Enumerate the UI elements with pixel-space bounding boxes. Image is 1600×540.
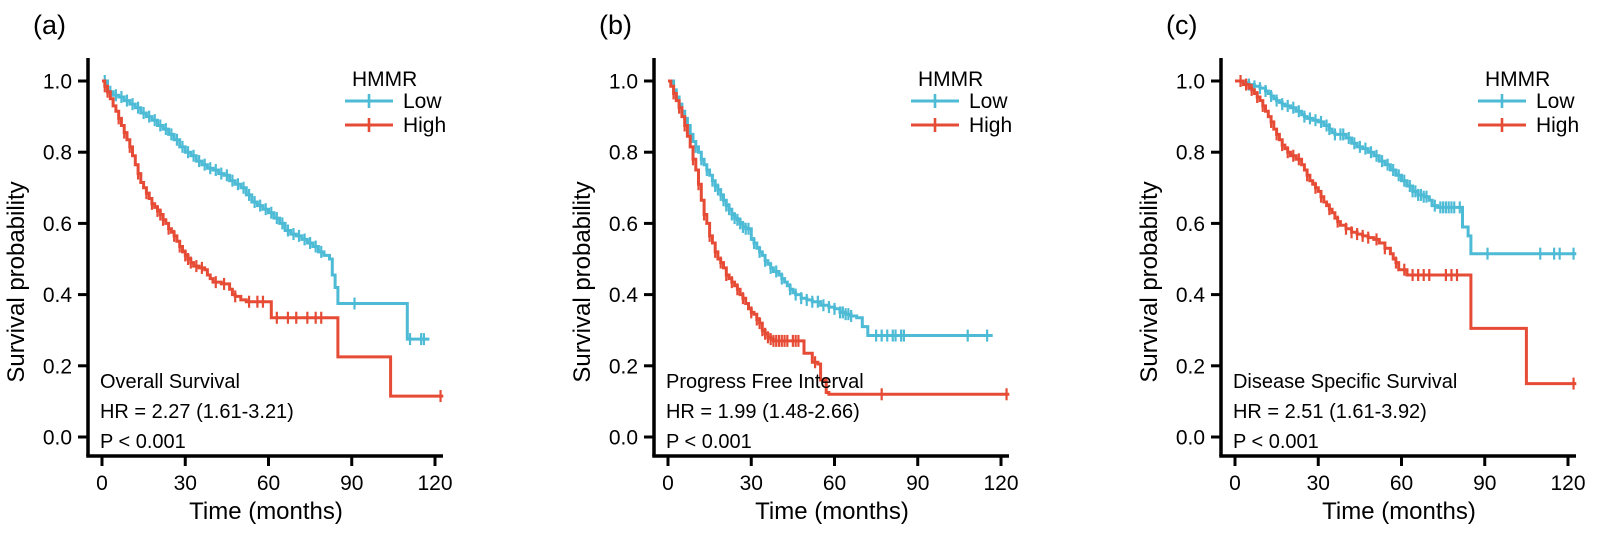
y-tick-label-0.4: 0.4 bbox=[609, 284, 639, 307]
p-value-text: P < 0.001 bbox=[666, 431, 752, 453]
x-tick-label-120: 120 bbox=[984, 472, 1019, 495]
y-axis-title: Survival probability bbox=[1136, 181, 1163, 382]
high-censor-marks bbox=[103, 80, 442, 403]
panel-b: (b) 0.0 0.2 0.4 0.6 0.8 1.0 0 30 60 90 120 Time (mon… bbox=[533, 0, 1066, 540]
legend-label-high: High bbox=[969, 114, 1012, 137]
low-curve bbox=[101, 79, 430, 341]
legend-title: HMMR bbox=[352, 68, 417, 91]
p-value-text: P < 0.001 bbox=[100, 431, 186, 453]
x-tick-label-0: 0 bbox=[96, 472, 108, 495]
y-tick-label-0.8: 0.8 bbox=[43, 142, 72, 165]
y-tick-label-0.4: 0.4 bbox=[1175, 284, 1205, 307]
survival-plot-c: (c) 0.0 0.2 0.4 0.6 0.8 1.0 0 30 60 90 120 Time (mon… bbox=[1136, 10, 1586, 525]
legend-label-high: High bbox=[403, 114, 446, 137]
endpoint-label: Disease Specific Survival bbox=[1233, 371, 1457, 393]
x-tick-label-90: 90 bbox=[1473, 472, 1496, 495]
x-axis-title: Time (months) bbox=[755, 498, 909, 525]
panel-label: (a) bbox=[33, 10, 66, 40]
y-axis-title: Survival probability bbox=[3, 181, 30, 382]
x-tick-label-30: 30 bbox=[174, 472, 197, 495]
legend-title: HMMR bbox=[1485, 68, 1550, 91]
low-censor-marks bbox=[103, 75, 425, 346]
x-axis-title: Time (months) bbox=[189, 498, 343, 525]
y-tick-label-1.0: 1.0 bbox=[43, 71, 72, 94]
y-tick-label-0.0: 0.0 bbox=[1175, 426, 1204, 449]
low-censor-marks bbox=[681, 105, 989, 342]
low-curve bbox=[1234, 79, 1576, 256]
legend-label-low: Low bbox=[1536, 90, 1575, 113]
endpoint-label: Progress Free Interval bbox=[666, 371, 864, 393]
y-tick-label-0.6: 0.6 bbox=[43, 213, 72, 236]
panel-c: (c) 0.0 0.2 0.4 0.6 0.8 1.0 0 30 60 90 120 Time (mon… bbox=[1067, 0, 1600, 540]
high-censor-marks bbox=[1239, 75, 1575, 390]
y-tick-label-0.8: 0.8 bbox=[609, 142, 638, 165]
panel-label: (b) bbox=[599, 10, 632, 40]
high-curve bbox=[668, 79, 1010, 396]
low-curve bbox=[668, 79, 994, 337]
y-tick-label-0.2: 0.2 bbox=[43, 355, 72, 378]
x-tick-label-60: 60 bbox=[1389, 472, 1412, 495]
y-tick-label-0.0: 0.0 bbox=[43, 426, 72, 449]
panel-a: (a) 0.0 0.2 0.4 0.6 0.8 1.0 0 30 60 90 120 Time (mon… bbox=[0, 0, 533, 540]
y-tick-label-0.8: 0.8 bbox=[1175, 142, 1204, 165]
survival-plot-b: (b) 0.0 0.2 0.4 0.6 0.8 1.0 0 30 60 90 120 Time (mon… bbox=[569, 10, 1019, 525]
y-tick-label-0.6: 0.6 bbox=[1175, 213, 1204, 236]
endpoint-label: Overall Survival bbox=[100, 371, 240, 393]
x-tick-label-0: 0 bbox=[1229, 472, 1241, 495]
y-tick-label-0.4: 0.4 bbox=[43, 284, 73, 307]
x-tick-label-30: 30 bbox=[740, 472, 763, 495]
high-censor-marks bbox=[672, 87, 1008, 401]
hazard-ratio-text: HR = 2.27 (1.61-3.21) bbox=[100, 401, 294, 423]
y-tick-label-0.0: 0.0 bbox=[609, 426, 638, 449]
legend-label-high: High bbox=[1536, 114, 1579, 137]
x-axis-title: Time (months) bbox=[1322, 498, 1476, 525]
legend-label-low: Low bbox=[969, 90, 1008, 113]
x-tick-label-120: 120 bbox=[417, 472, 452, 495]
low-censor-marks bbox=[1247, 78, 1575, 260]
x-tick-label-90: 90 bbox=[340, 472, 363, 495]
y-tick-label-0.2: 0.2 bbox=[609, 355, 638, 378]
x-tick-label-60: 60 bbox=[823, 472, 846, 495]
legend-title: HMMR bbox=[918, 68, 983, 91]
y-tick-label-1.0: 1.0 bbox=[1175, 71, 1204, 94]
x-tick-label-30: 30 bbox=[1306, 472, 1329, 495]
x-tick-label-90: 90 bbox=[906, 472, 929, 495]
y-tick-label-1.0: 1.0 bbox=[609, 71, 638, 94]
x-tick-label-60: 60 bbox=[257, 472, 280, 495]
x-tick-label-120: 120 bbox=[1550, 472, 1585, 495]
high-curve bbox=[101, 79, 444, 398]
p-value-text: P < 0.001 bbox=[1233, 431, 1319, 453]
panel-label: (c) bbox=[1166, 10, 1197, 40]
survival-plot-a: (a) 0.0 0.2 0.4 0.6 0.8 1.0 0 30 60 90 120 Time (mon… bbox=[3, 10, 453, 525]
legend-label-low: Low bbox=[403, 90, 442, 113]
y-tick-label-0.2: 0.2 bbox=[1175, 355, 1204, 378]
y-tick-label-0.6: 0.6 bbox=[609, 213, 638, 236]
hazard-ratio-text: HR = 1.99 (1.48-2.66) bbox=[666, 401, 860, 423]
hazard-ratio-text: HR = 2.51 (1.61-3.92) bbox=[1233, 401, 1427, 423]
y-axis-title: Survival probability bbox=[569, 181, 596, 382]
x-tick-label-0: 0 bbox=[662, 472, 674, 495]
